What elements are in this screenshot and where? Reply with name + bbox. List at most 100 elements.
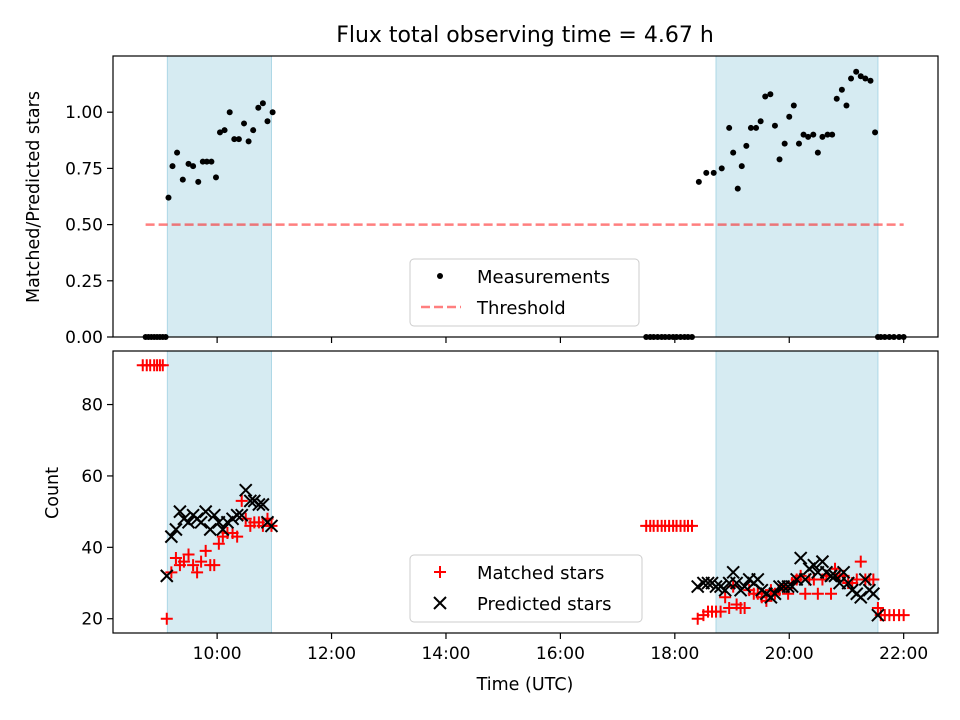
measurement-point — [174, 149, 181, 156]
predicted-star-point — [709, 579, 723, 594]
bottom-ytick-label-0: 20 — [81, 610, 103, 630]
predicted-star-point — [871, 608, 885, 622]
chart-title: Flux total observing time = 4.67 h — [336, 23, 714, 48]
measurement-point — [185, 160, 192, 167]
top-legend-box — [409, 258, 640, 327]
measurement-point — [762, 93, 769, 100]
predicted-star-point — [737, 579, 752, 594]
top-shaded-interval-0 — [166, 55, 272, 338]
bottom-xtick-label-6: 22:00 — [879, 644, 928, 664]
measurement-point — [212, 174, 219, 181]
predicted-star-point — [785, 579, 799, 594]
predicted-star-point — [173, 504, 187, 519]
measurement-point — [195, 178, 202, 185]
measurement-point — [726, 124, 733, 131]
measurement-point — [767, 91, 774, 98]
predicted-star-point — [256, 497, 270, 512]
bottom-count-points — [136, 359, 910, 625]
measurement-point — [805, 133, 812, 140]
predicted-star-point — [768, 587, 782, 601]
matched-star-point — [714, 605, 727, 618]
legend-predicted-marker — [433, 596, 447, 610]
measurement-point — [221, 127, 228, 134]
predicted-star-point — [815, 554, 830, 569]
top-legend: Measurements Threshold — [409, 258, 640, 327]
measurement-point — [814, 149, 821, 156]
predicted-star-point — [807, 558, 821, 572]
legend-matched-marker — [434, 566, 446, 578]
bottom-xtick-label-2: 14:00 — [421, 644, 470, 664]
measurement-point — [730, 149, 737, 156]
legend-predicted-label: Predicted stars — [477, 594, 611, 615]
measurement-point — [165, 194, 172, 201]
predicted-star-point — [160, 569, 174, 583]
predicted-star-point — [207, 508, 221, 522]
matched-star-point — [212, 537, 225, 550]
matched-star-point — [719, 591, 732, 604]
measurement-point — [259, 100, 266, 107]
measurement-point — [203, 158, 210, 165]
measurement-point — [848, 75, 855, 82]
predicted-star-point — [264, 519, 279, 533]
measurement-point — [790, 102, 797, 109]
measurement-point — [250, 127, 257, 134]
measurement-point — [819, 133, 826, 140]
matched-star-point — [897, 609, 910, 622]
predicted-star-point — [854, 590, 868, 605]
predicted-star-point — [828, 569, 842, 583]
measurement-point — [264, 118, 271, 125]
measurement-point — [245, 138, 252, 145]
measurement-point — [757, 118, 764, 125]
predicted-star-point — [216, 522, 230, 537]
top-shaded-interval-1 — [715, 55, 879, 338]
predicted-star-point — [701, 576, 715, 590]
predicted-star-point — [194, 515, 208, 530]
measurement-point — [703, 169, 710, 176]
bottom-xtick-label-0: 10:00 — [193, 644, 242, 664]
measurement-point — [843, 102, 850, 109]
measurement-point — [241, 120, 248, 127]
top-ytick-label-1: 0.25 — [65, 272, 103, 292]
matched-star-point — [169, 552, 182, 565]
predicted-star-point — [841, 576, 855, 590]
predicted-star-point — [235, 508, 249, 522]
measurement-point — [838, 86, 845, 93]
measurement-point — [781, 140, 788, 147]
measurement-point — [226, 109, 233, 116]
legend-matched-label: Matched stars — [477, 563, 604, 584]
measurement-point — [710, 169, 717, 176]
measurement-point — [810, 131, 817, 138]
measurement-point — [169, 163, 176, 170]
bottom-axes-frame — [112, 350, 939, 634]
matched-star-point — [231, 530, 244, 543]
measurement-point — [829, 131, 836, 138]
top-y-ticks: 0.00 0.25 0.50 0.75 1.00 — [65, 103, 113, 348]
measurement-point — [208, 158, 215, 165]
predicted-star-point — [169, 522, 183, 537]
matched-star-point — [195, 555, 208, 568]
legend-measurements-marker — [437, 273, 443, 279]
predicted-star-point — [858, 572, 873, 587]
top-axes-frame — [112, 55, 939, 338]
predicted-star-point — [243, 494, 258, 508]
bottom-y-axis-label: Count — [43, 467, 63, 519]
predicted-star-point — [230, 508, 244, 522]
matched-star-point — [160, 612, 173, 625]
top-ytick-label-2: 0.50 — [65, 216, 103, 236]
measurement-point — [216, 129, 223, 136]
measurement-point — [190, 163, 197, 170]
matched-star-point — [208, 559, 221, 572]
x-axis-label: Time (UTC) — [476, 675, 574, 695]
bottom-shaded-interval-0 — [166, 350, 272, 634]
top-y-axis-label: Matched/Predicted stars — [24, 91, 44, 303]
matched-star-point — [685, 519, 698, 532]
top-ytick-label-4: 1.00 — [65, 103, 103, 123]
measurement-point — [695, 178, 702, 185]
top-panel: 0.00 0.25 0.50 0.75 1.00 Matched/Predicted s… — [24, 55, 939, 348]
matched-star-point — [723, 602, 736, 615]
measurement-point — [795, 140, 802, 147]
bottom-xtick-label-5: 20:00 — [765, 644, 814, 664]
matched-star-point — [799, 587, 812, 600]
measurement-point — [867, 77, 874, 84]
